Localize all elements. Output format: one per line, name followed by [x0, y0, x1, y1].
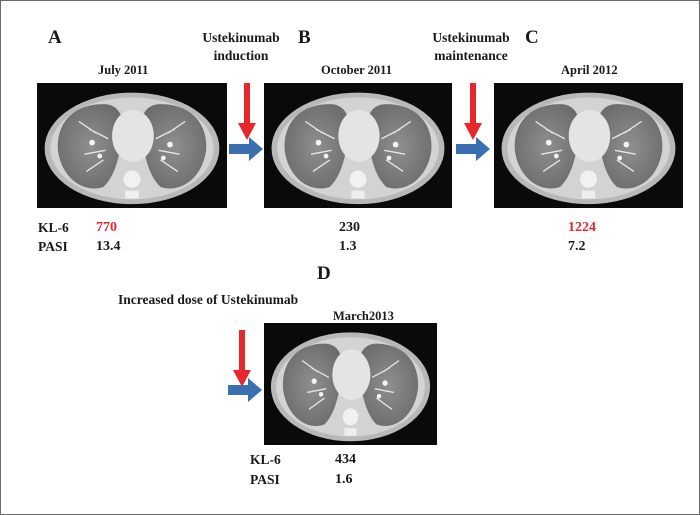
increase-dose-label: Increased dose of Ustekinumab [118, 292, 299, 307]
ct-scan-a [37, 83, 227, 208]
maintenance-line1: Ustekinumab [432, 30, 510, 45]
pasi-label-d: PASI [250, 472, 280, 487]
date-d: March2013 [333, 309, 394, 323]
panel-letter-c: C [525, 27, 539, 48]
pasi-value-d: 1.6 [335, 472, 353, 487]
maintenance-line2: maintenance [434, 48, 508, 63]
induction-line2: induction [213, 48, 269, 63]
date-a: July 2011 [98, 63, 149, 77]
blue-right-arrow-icon [228, 378, 262, 402]
blue-right-arrow-icon [456, 137, 490, 161]
ct-scan-b [264, 83, 452, 208]
kl6-value-d: 434 [335, 452, 356, 467]
kl6-value-b: 230 [339, 220, 360, 235]
induction-label: Ustekinumab induction [196, 29, 286, 65]
pasi-value-b: 1.3 [339, 239, 357, 254]
kl6-label: KL-6 [38, 220, 69, 235]
red-down-arrow-icon [238, 83, 256, 140]
panel-letter-b: B [298, 27, 311, 48]
pasi-value-c: 7.2 [568, 239, 586, 254]
ct-scan-c [494, 83, 683, 208]
pasi-label: PASI [38, 239, 68, 254]
ct-scan-d [264, 323, 437, 445]
kl6-label-d: KL-6 [250, 452, 281, 467]
kl6-value-c: 1224 [568, 220, 596, 235]
induction-line1: Ustekinumab [202, 30, 280, 45]
panel-letter-a: A [48, 27, 62, 48]
date-b: October 2011 [321, 63, 392, 77]
blue-right-arrow-icon [229, 137, 263, 161]
red-down-arrow-icon [233, 330, 251, 387]
pasi-value-a: 13.4 [96, 239, 121, 254]
maintenance-label: Ustekinumab maintenance [423, 29, 519, 65]
red-down-arrow-icon [464, 83, 482, 140]
kl6-value-a: 770 [96, 220, 117, 235]
date-c: April 2012 [561, 63, 618, 77]
panel-letter-d: D [317, 263, 331, 284]
